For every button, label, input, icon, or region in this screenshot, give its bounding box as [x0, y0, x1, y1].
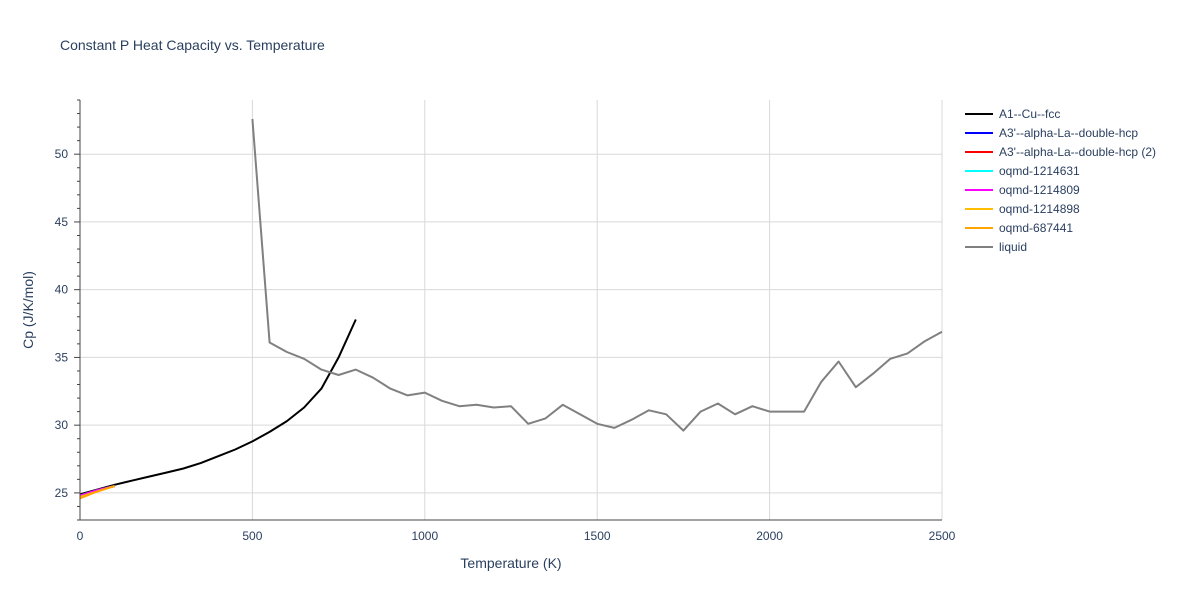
legend-label: oqmd-1214898	[999, 202, 1080, 216]
x-tick-label: 1000	[411, 529, 438, 543]
y-tick-label: 30	[55, 418, 69, 432]
legend-label: oqmd-1214809	[999, 183, 1080, 197]
x-axis-title: Temperature (K)	[460, 555, 561, 571]
y-tick-label: 45	[55, 215, 69, 229]
series-line-oqmd-687441	[79, 485, 115, 500]
x-tick-label: 2000	[756, 529, 783, 543]
y-axis-title: Cp (J/K/mol)	[20, 271, 36, 349]
chart-title: Constant P Heat Capacity vs. Temperature	[60, 37, 325, 53]
x-tick-label: 500	[242, 529, 262, 543]
x-tick-label: 0	[77, 529, 84, 543]
legend-label: oqmd-1214631	[999, 164, 1080, 178]
y-tick-label: 35	[55, 350, 69, 364]
y-tick-label: 40	[55, 283, 69, 297]
x-tick-label: 1500	[584, 529, 611, 543]
series-line-liquid	[251, 118, 943, 432]
legend-label: A3'--alpha-La--double-hcp	[999, 126, 1138, 140]
x-tick-label: 2500	[929, 529, 956, 543]
series-layer	[79, 118, 943, 500]
grid-layer	[80, 100, 943, 520]
legend-label: oqmd-687441	[999, 221, 1073, 235]
axis-layer: 0 500 1000 1500 2000 2500 25 30 35 40 45 50	[55, 99, 956, 543]
y-tick-label: 25	[55, 486, 69, 500]
legend-label: A1--Cu--fcc	[999, 107, 1060, 121]
series-line-a1-cu-fcc	[79, 319, 357, 496]
y-tick-label: 50	[55, 147, 69, 161]
legend-label: A3'--alpha-La--double-hcp (2)	[999, 145, 1156, 159]
legend: A1--Cu--fcc A3'--alpha-La--double-hcp A3'-…	[965, 107, 1156, 254]
legend-label: liquid	[999, 240, 1027, 254]
